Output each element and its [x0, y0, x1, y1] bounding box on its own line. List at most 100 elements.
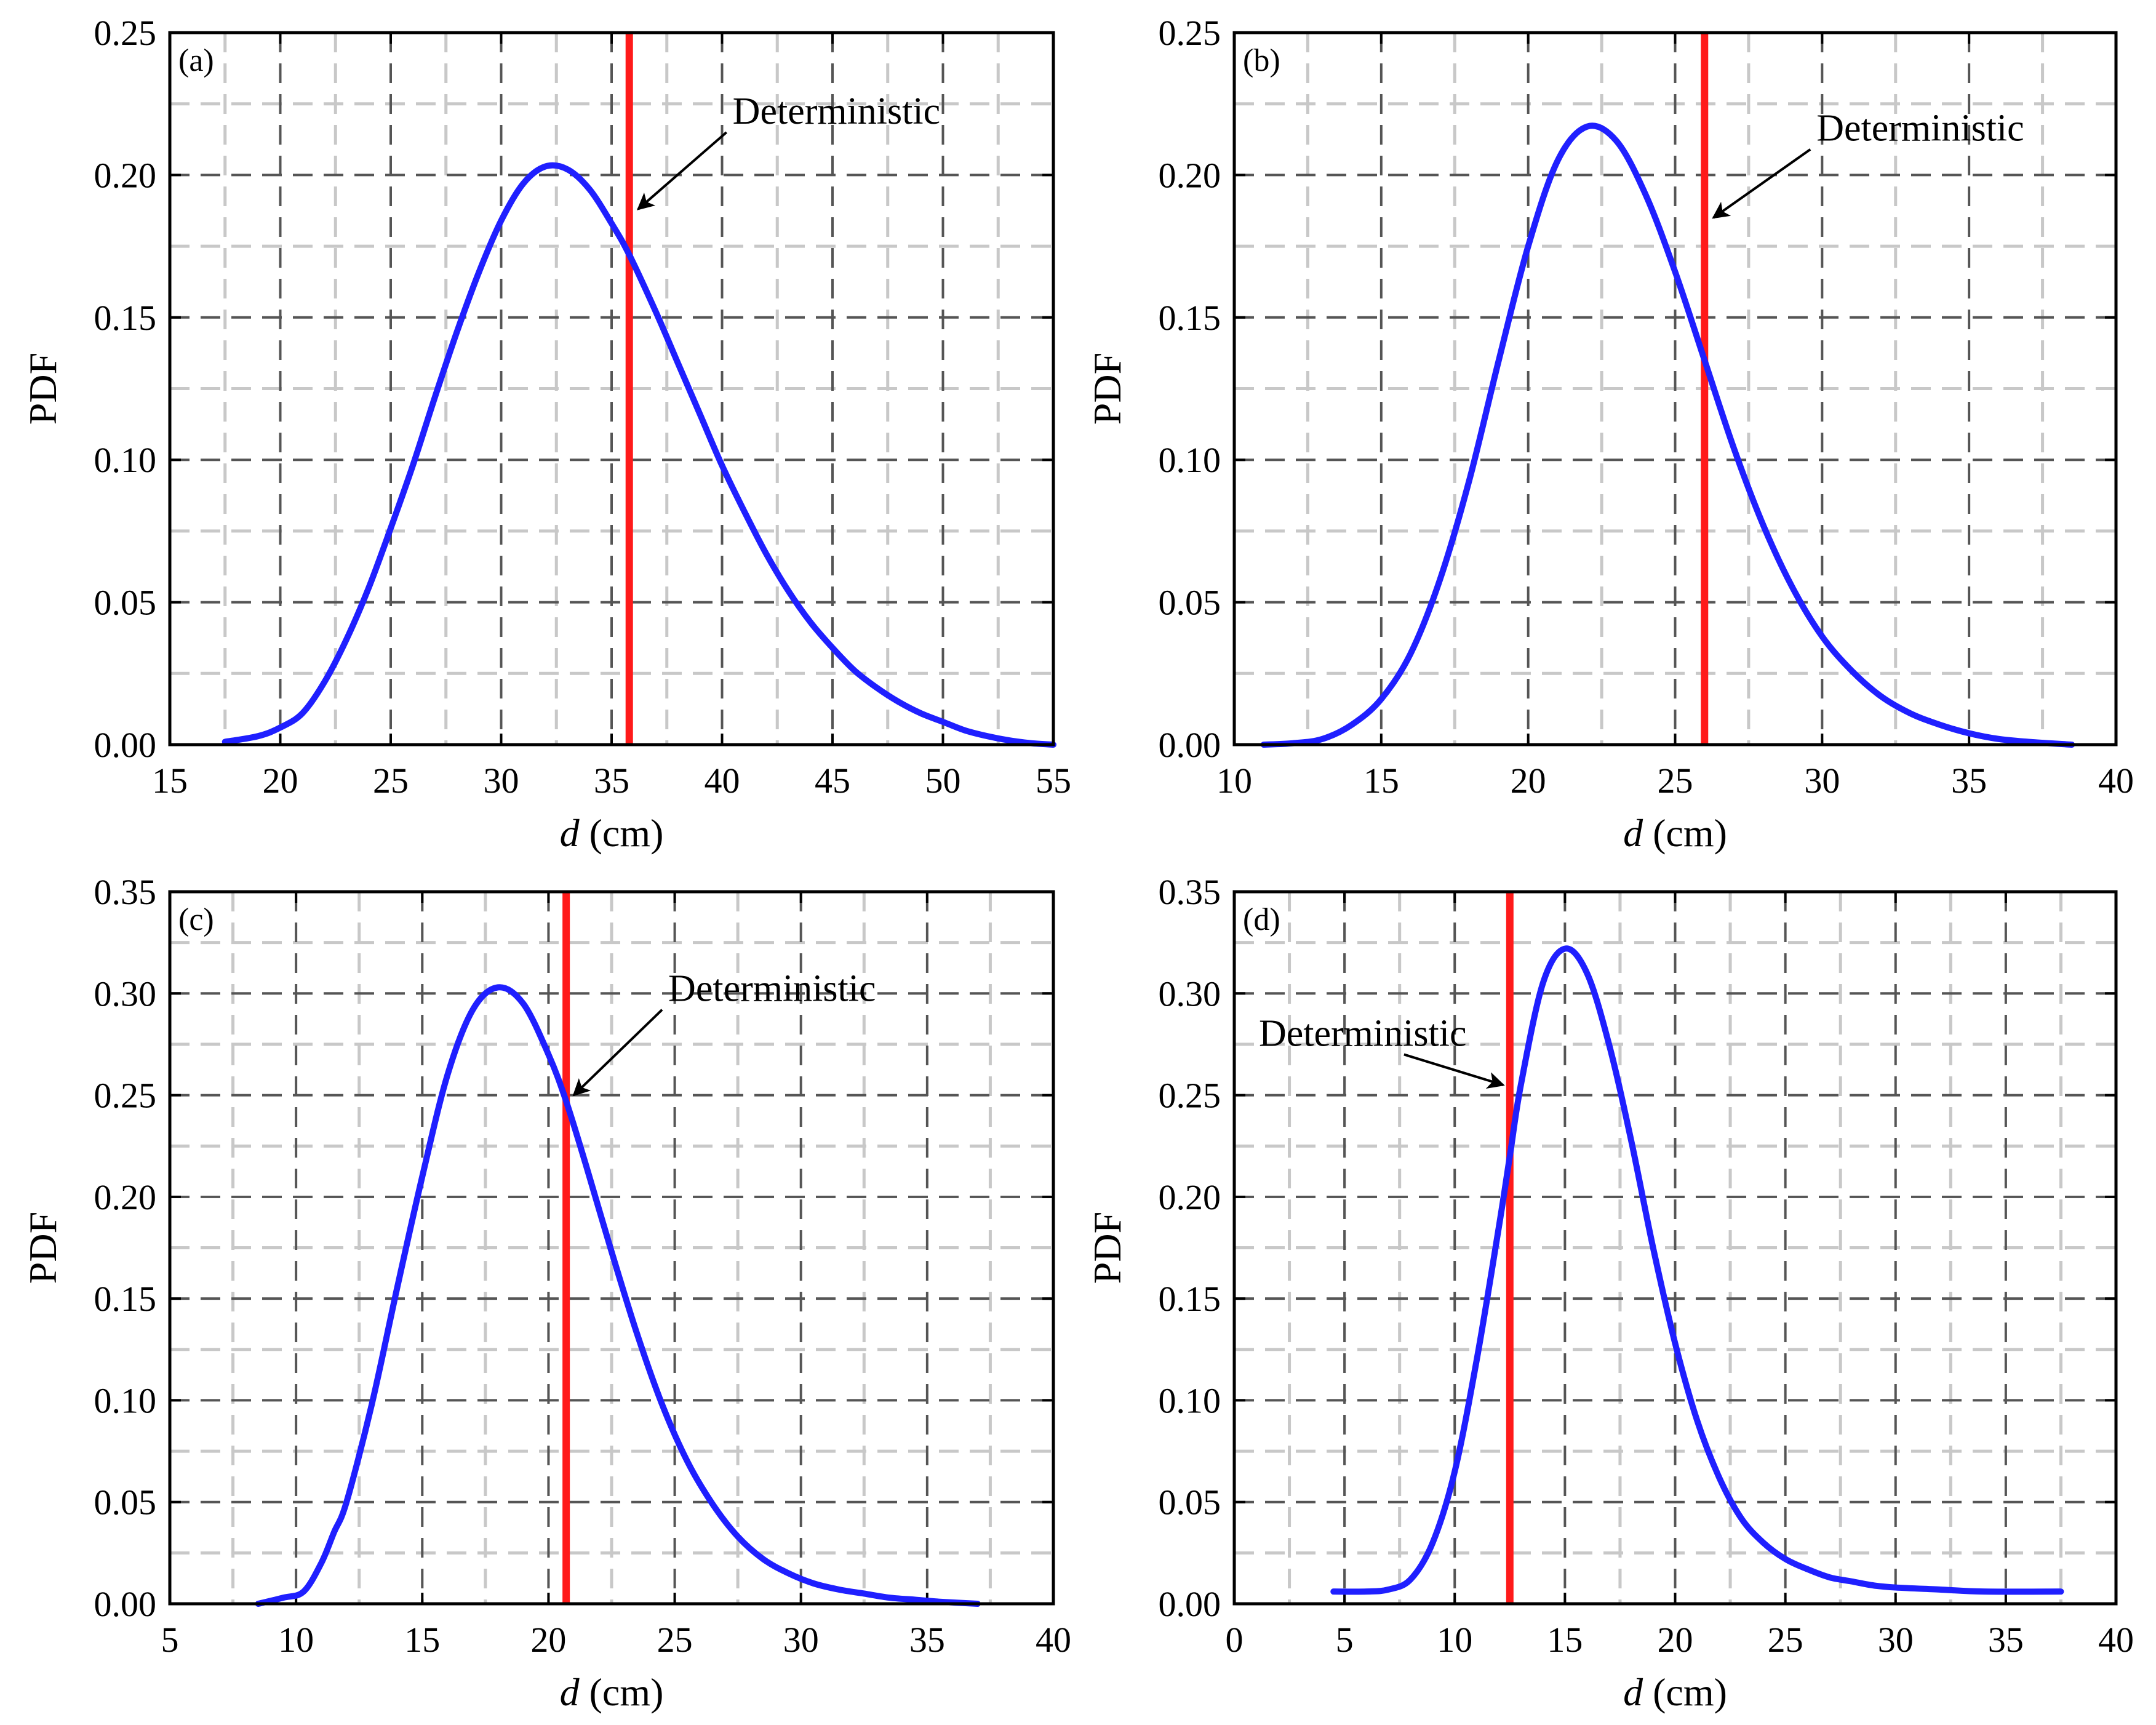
x-tick-label: 35 — [1951, 761, 1987, 801]
axes-frame — [1232, 31, 2118, 746]
x-axis-label-unit: (cm) — [1643, 1670, 1727, 1714]
x-tick-label: 40 — [1036, 1620, 1071, 1660]
x-tick-label: 15 — [1547, 1620, 1583, 1660]
x-tick-label: 15 — [152, 761, 188, 801]
x-tick-label: 20 — [263, 761, 298, 801]
y-tick-label: 0.00 — [1159, 725, 1221, 765]
pdf-curve — [1260, 122, 2075, 748]
y-tick-label: 0.15 — [1159, 1279, 1221, 1319]
x-tick-label: 35 — [594, 761, 629, 801]
annotation-label: Deterministic — [733, 90, 940, 132]
pdf-curve — [255, 984, 981, 1607]
y-tick-label: 0.35 — [94, 872, 157, 912]
y-axis-label: PDF — [21, 1212, 65, 1284]
x-tick-label: 25 — [373, 761, 409, 801]
x-tick-label: 20 — [530, 1620, 566, 1660]
axes-frame — [168, 890, 1055, 1606]
x-axis-label: d (cm) — [1623, 1670, 1727, 1714]
panel-c: 5 10 15 20 25 30 35 40 0.00 0.05 0.10 0.15 0.20 0.25 0… — [21, 872, 1071, 1714]
x-axis-label-unit: (cm) — [1643, 811, 1727, 855]
x-axis-label: d (cm) — [1623, 811, 1727, 855]
x-tick-label: 45 — [815, 761, 850, 801]
y-tick-label: 0.05 — [1159, 583, 1221, 623]
x-tick-label: 20 — [1511, 761, 1546, 801]
x-tick-label: 25 — [657, 1620, 693, 1660]
x-tick-label: 20 — [1658, 1620, 1693, 1660]
x-tick-label: 15 — [404, 1620, 440, 1660]
panel-label: (a) — [178, 43, 214, 78]
y-tick-label: 0.10 — [1159, 440, 1221, 480]
annotation-arrow — [636, 131, 727, 210]
y-tick-label: 0.25 — [94, 1076, 157, 1116]
y-tick-label: 0.15 — [94, 298, 157, 338]
y-tick-label: 0.25 — [1159, 13, 1221, 53]
y-tick-label: 0.10 — [94, 1380, 157, 1420]
x-tick-label: 35 — [909, 1620, 945, 1660]
y-tick-label: 0.05 — [94, 583, 157, 623]
x-tick-label: 30 — [783, 1620, 819, 1660]
x-tick-label: 5 — [1336, 1620, 1354, 1660]
y-tick-label: 0.05 — [94, 1483, 157, 1523]
y-tick-label: 0.10 — [94, 440, 157, 480]
y-tick-label: 0.20 — [94, 155, 157, 195]
pdf-curve — [1330, 945, 2064, 1595]
annotation-label: Deterministic — [668, 968, 876, 1010]
x-tick-label: 15 — [1363, 761, 1399, 801]
x-axis-label-var: d — [1623, 811, 1643, 855]
x-tick-label: 25 — [1768, 1620, 1803, 1660]
x-tick-label: 40 — [705, 761, 740, 801]
y-tick-label: 0.00 — [1159, 1584, 1221, 1624]
y-tick-label: 0.15 — [94, 1279, 157, 1319]
annotation-arrow — [1403, 1053, 1505, 1089]
y-tick-label: 0.25 — [1159, 1076, 1221, 1116]
y-tick-label: 0.30 — [1159, 974, 1221, 1014]
x-tick-label: 0 — [1226, 1620, 1244, 1660]
y-tick-label: 0.00 — [94, 725, 157, 765]
x-tick-label: 30 — [484, 761, 519, 801]
x-axis-label-var: d — [560, 1670, 580, 1714]
x-tick-label: 30 — [1878, 1620, 1914, 1660]
y-tick-label: 0.20 — [1159, 1177, 1221, 1217]
x-tick-label: 35 — [1988, 1620, 2024, 1660]
panel-a: 15 20 25 30 35 40 45 50 55 0.00 0.05 0.10 0.15 0.20 0.… — [21, 13, 1071, 855]
y-tick-label: 0.20 — [94, 1177, 157, 1217]
x-tick-label: 55 — [1036, 761, 1071, 801]
x-axis-label: d (cm) — [560, 1670, 664, 1714]
x-axis-label: d (cm) — [560, 811, 664, 855]
y-tick-label: 0.25 — [94, 13, 157, 53]
annotation-arrow — [1712, 148, 1811, 219]
x-tick-label: 40 — [2098, 1620, 2134, 1660]
x-tick-label: 30 — [1804, 761, 1840, 801]
pdf-curve — [222, 162, 1056, 748]
x-axis-label-unit: (cm) — [580, 811, 664, 855]
y-tick-label: 0.30 — [94, 974, 157, 1014]
x-tick-label: 5 — [161, 1620, 179, 1660]
y-tick-label: 0.10 — [1159, 1380, 1221, 1420]
x-axis-label-var: d — [560, 811, 580, 855]
y-axis-label: PDF — [1085, 1212, 1129, 1284]
x-tick-label: 10 — [1437, 1620, 1472, 1660]
x-axis-label-var: d — [1623, 1670, 1643, 1714]
panel-b: 10 15 20 25 30 35 40 0.00 0.05 0.10 0.15 0.20 0.25 De… — [1085, 13, 2134, 855]
x-tick-label: 10 — [1216, 761, 1252, 801]
panel-label: (b) — [1243, 43, 1280, 78]
annotation-arrow — [572, 1009, 663, 1097]
panel-label: (c) — [178, 902, 214, 937]
y-tick-label: 0.35 — [1159, 872, 1221, 912]
axes-frame — [1232, 890, 2118, 1606]
x-tick-label: 10 — [278, 1620, 314, 1660]
y-tick-label: 0.20 — [1159, 155, 1221, 195]
y-tick-label: 0.15 — [1159, 298, 1221, 338]
x-tick-label: 50 — [925, 761, 961, 801]
annotation-label: Deterministic — [1259, 1012, 1466, 1054]
x-tick-label: 25 — [1658, 761, 1693, 801]
y-axis-label: PDF — [1085, 353, 1129, 425]
annotation-label: Deterministic — [1816, 108, 2024, 150]
panel-d: 0 5 10 15 20 25 30 35 40 0.00 0.05 0.10 0.15 0.20 0.25… — [1085, 872, 2134, 1714]
x-tick-label: 40 — [2098, 761, 2134, 801]
y-axis-label: PDF — [21, 353, 65, 425]
panel-label: (d) — [1243, 902, 1280, 937]
x-axis-label-unit: (cm) — [580, 1670, 664, 1714]
y-tick-label: 0.00 — [94, 1584, 157, 1624]
